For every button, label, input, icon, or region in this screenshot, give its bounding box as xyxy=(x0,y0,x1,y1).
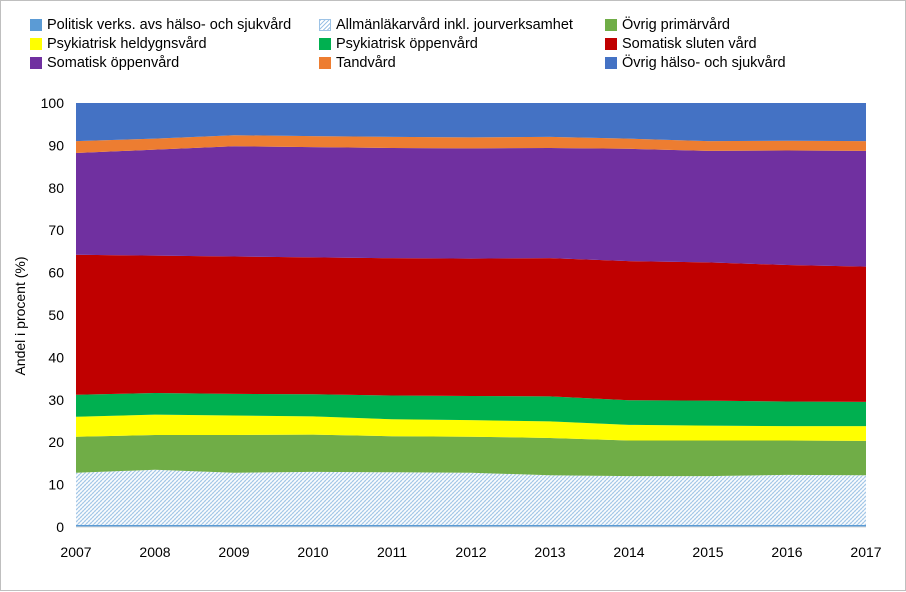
area-series xyxy=(76,434,866,477)
legend-label: Övrig primärvård xyxy=(622,17,730,33)
x-tick-label: 2007 xyxy=(60,544,91,560)
legend-item: Psykiatrisk öppenvård xyxy=(319,35,478,53)
y-tick-label: 80 xyxy=(48,180,64,196)
y-axis-title: Andel i procent (%) xyxy=(12,256,28,375)
legend-swatch xyxy=(30,19,42,31)
legend-swatch xyxy=(605,57,617,69)
legend-item: Somatisk öppenvård xyxy=(30,54,179,72)
legend-item: Psykiatrisk heldygnsvård xyxy=(30,35,207,53)
y-tick-label: 0 xyxy=(56,519,64,535)
x-tick-label: 2013 xyxy=(534,544,565,560)
area-series xyxy=(76,414,866,441)
legend-swatch xyxy=(605,38,617,50)
area-series xyxy=(76,146,866,267)
y-tick-label: 50 xyxy=(48,307,64,323)
x-tick-label: 2014 xyxy=(613,544,644,560)
y-tick-label: 10 xyxy=(48,477,64,493)
legend-item: Somatisk sluten vård xyxy=(605,35,757,53)
legend-item: Övrig hälso- och sjukvård xyxy=(605,54,786,72)
legend-label: Somatisk sluten vård xyxy=(622,36,757,52)
axes-group: 0 10 20 30 40 50 60 70 80 90 100 2007 2008 2009 2010 20… xyxy=(41,95,882,560)
area-series xyxy=(76,393,866,427)
y-tick-label: 90 xyxy=(48,137,64,153)
x-tick-label: 2017 xyxy=(850,544,881,560)
area-series xyxy=(76,524,866,527)
x-tick-label: 2015 xyxy=(692,544,723,560)
area-series xyxy=(76,254,866,402)
legend-label: Psykiatrisk öppenvård xyxy=(336,36,478,52)
y-tick-label: 20 xyxy=(48,434,64,450)
x-tick-label: 2008 xyxy=(139,544,170,560)
area-series xyxy=(76,469,866,525)
legend-label: Allmänläkarvård inkl. jourverksamhet xyxy=(336,17,573,33)
legend-swatch xyxy=(319,57,331,69)
y-tick-label: 60 xyxy=(48,265,64,281)
legend-label: Somatisk öppenvård xyxy=(47,55,180,71)
legend-swatch xyxy=(319,38,331,50)
y-tick-label: 40 xyxy=(48,349,64,365)
legend-label: Politisk verks. avs hälso- och sjukvård xyxy=(47,17,292,33)
legend-swatch xyxy=(605,19,617,31)
legend-label: Tandvård xyxy=(336,55,396,71)
legend-swatch xyxy=(30,57,42,69)
y-tick-label: 100 xyxy=(41,95,65,111)
legend-swatch xyxy=(30,38,42,50)
legend-item: Övrig primärvård xyxy=(605,16,730,34)
legend-label: Övrig hälso- och sjukvård xyxy=(622,55,786,71)
y-tick-label: 70 xyxy=(48,222,64,238)
area-series-group xyxy=(76,103,866,527)
area-series xyxy=(76,135,866,154)
x-tick-label: 2011 xyxy=(377,544,407,560)
x-tick-label: 2012 xyxy=(455,544,486,560)
legend-label: Psykiatrisk heldygnsvård xyxy=(47,36,207,52)
chart-legend: Politisk verks. avs hälso- och sjukvård A… xyxy=(1,1,906,91)
area-series xyxy=(76,103,866,142)
legend-swatch xyxy=(319,19,331,31)
x-tick-label: 2010 xyxy=(297,544,328,560)
x-tick-label: 2016 xyxy=(771,544,802,560)
legend-item: Tandvård xyxy=(319,54,396,72)
y-tick-label: 30 xyxy=(48,392,64,408)
x-tick-label: 2009 xyxy=(218,544,249,560)
legend-item: Allmänläkarvård inkl. jourverksamhet xyxy=(319,16,573,34)
legend-item: Politisk verks. avs hälso- och sjukvård xyxy=(30,16,291,34)
